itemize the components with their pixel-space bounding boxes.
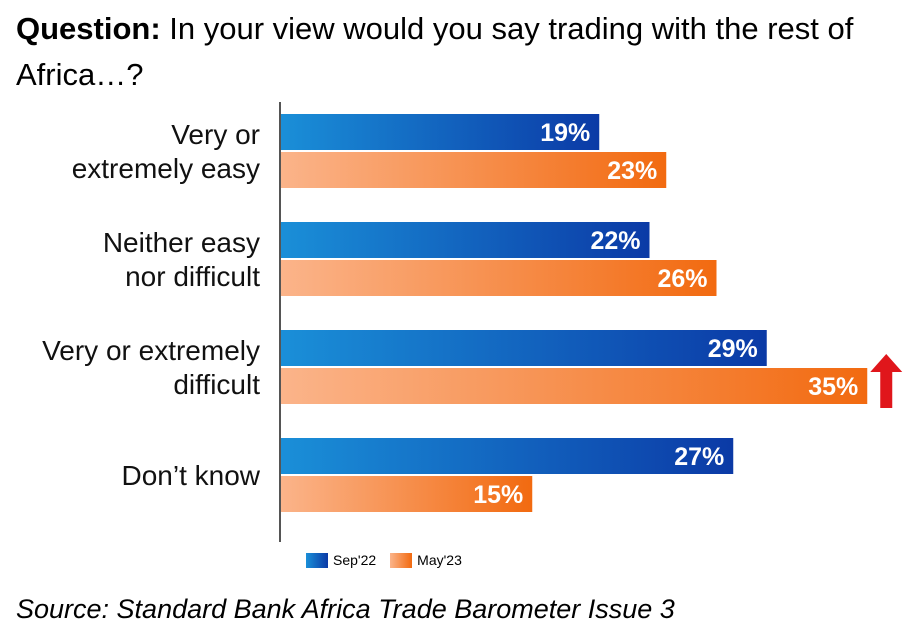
legend-label-sep22: Sep'22	[333, 552, 377, 568]
data-label-sep-22: 27%	[674, 443, 724, 471]
data-label-sep-22: 29%	[708, 335, 758, 363]
legend-swatch-sep22	[306, 552, 328, 568]
bar-sep-22	[281, 330, 767, 366]
category-label-line: Very or	[171, 119, 260, 150]
bar-may-23	[281, 260, 717, 296]
legend: Sep'22 May'23	[306, 552, 462, 568]
category-label: Very or extremely easy	[72, 119, 260, 184]
legend-label-may23: May'23	[417, 552, 462, 568]
data-label-sep-22: 22%	[590, 227, 640, 255]
data-label-may-23: 15%	[473, 481, 523, 509]
bar-may-23	[281, 368, 868, 404]
increase-arrow-icon	[870, 354, 903, 408]
bar-sep-22	[281, 222, 650, 258]
bar-sep-22	[281, 114, 600, 150]
bar-sep-22	[281, 438, 734, 474]
legend-item-may23: May'23	[390, 552, 462, 568]
question-label: Question:	[16, 11, 161, 46]
data-label-may-23: 35%	[808, 373, 858, 401]
legend-item-sep22: Sep'22	[306, 552, 376, 568]
data-label-may-23: 26%	[657, 265, 707, 293]
bar-may-23	[281, 152, 667, 188]
category-label: Don’t know	[121, 460, 260, 491]
category-label: Neither easy nor difficult	[103, 227, 260, 292]
legend-swatch-may23	[390, 552, 413, 568]
category-label: Very or extremely difficult	[42, 335, 260, 400]
category-label-line: extremely easy	[72, 153, 260, 184]
question-text: In your view would you say trading with …	[16, 11, 854, 92]
category-label-line: Very or extremely	[42, 335, 260, 366]
source-note: Source: Standard Bank Africa Trade Barom…	[16, 594, 675, 624]
data-label-sep-22: 19%	[540, 119, 590, 147]
data-label-may-23: 23%	[607, 157, 657, 185]
category-label-line: nor difficult	[125, 261, 260, 292]
bar-chart: Very or extremely easy 19% 23% Neither easy n…	[42, 102, 903, 542]
category-label-line: Don’t know	[121, 460, 260, 491]
bar-may-23	[281, 476, 533, 512]
category-label-line: difficult	[173, 369, 260, 400]
category-label-line: Neither easy	[103, 227, 260, 258]
question: Question: In your view would you say tra…	[16, 6, 906, 98]
